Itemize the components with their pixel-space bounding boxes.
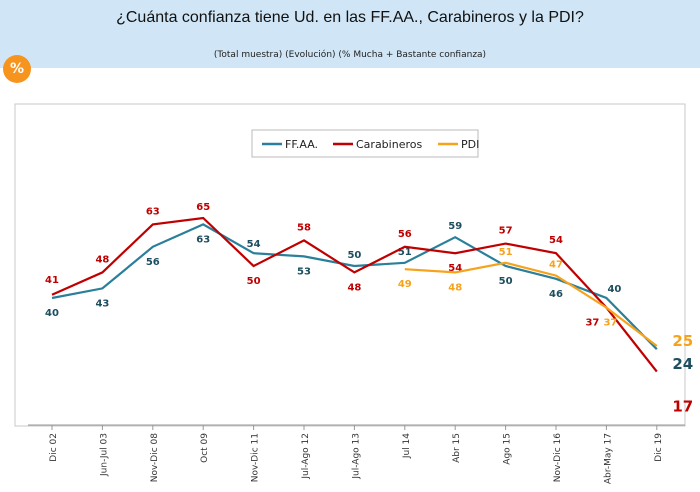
- data-label: 65: [196, 202, 210, 213]
- data-label: 37: [603, 318, 617, 329]
- data-label: 54: [549, 235, 563, 246]
- data-label: 63: [146, 206, 160, 217]
- data-label: 46: [549, 289, 563, 300]
- data-label: 24: [672, 355, 693, 373]
- data-label: 50: [347, 250, 361, 261]
- x-tick-label: Jul-Ago 12: [301, 433, 311, 480]
- x-tick-label: Dic 19: [654, 433, 664, 462]
- x-tick-label: Nov-Dic 11: [251, 433, 261, 482]
- data-label: 59: [448, 221, 462, 232]
- data-label: 17: [672, 398, 693, 416]
- x-tick-label: Ago 15: [503, 433, 513, 465]
- data-label: 48: [95, 254, 109, 265]
- x-tick-label: Nov-Dic 08: [150, 433, 160, 483]
- x-tick-label: Abr 15: [452, 433, 462, 463]
- data-label: 51: [398, 247, 412, 258]
- x-tick-label: Dic 02: [49, 433, 59, 462]
- data-label: 47: [549, 260, 563, 271]
- data-label: 50: [247, 276, 261, 287]
- data-label: 51: [499, 247, 513, 258]
- series-line-pdi: [404, 261, 658, 347]
- legend: FF.AA. Carabineros PDI: [251, 129, 479, 158]
- legend-label: Carabineros: [356, 138, 422, 151]
- chart-title: ¿Cuánta confianza tiene Ud. en las FF.AA…: [116, 9, 584, 26]
- legend-label: FF.AA.: [285, 138, 318, 151]
- data-label: 40: [45, 308, 59, 319]
- data-label: 53: [297, 266, 311, 277]
- x-tick-label: Jun-Jul 03: [99, 433, 109, 477]
- data-label: 56: [398, 229, 412, 240]
- data-label: 43: [95, 298, 109, 309]
- data-label: 58: [297, 222, 311, 233]
- data-label: 57: [499, 226, 513, 237]
- data-label: 63: [196, 234, 210, 245]
- x-tick-label: Jul 14: [402, 433, 412, 459]
- data-label: 37: [585, 318, 599, 329]
- legend-label: PDI: [461, 138, 479, 151]
- series-line-ffaa: [51, 223, 658, 350]
- data-label: 40: [607, 284, 621, 295]
- data-label: 49: [398, 279, 412, 290]
- x-tick-label: Abr-May 17: [603, 433, 613, 484]
- x-tick-label: Jul-Ago 13: [351, 433, 361, 480]
- data-label: 56: [146, 257, 160, 268]
- series-line-carabineros: [51, 216, 658, 373]
- x-tick-label: Oct 09: [200, 433, 210, 463]
- data-label: 48: [347, 282, 361, 293]
- data-label: 54: [448, 263, 462, 274]
- percent-badge-icon: %: [3, 55, 31, 83]
- data-label: 25: [672, 332, 693, 350]
- data-label: 50: [499, 276, 513, 287]
- chart-frame: [14, 103, 686, 427]
- data-label: 48: [448, 282, 462, 293]
- chart-subtitle: (Total muestra) (Evolución) (% Mucha + B…: [213, 50, 487, 60]
- data-label: 41: [45, 275, 59, 286]
- header-band: [0, 0, 700, 68]
- data-label: 54: [247, 239, 261, 250]
- x-tick-label: Nov-Dic 16: [553, 433, 563, 483]
